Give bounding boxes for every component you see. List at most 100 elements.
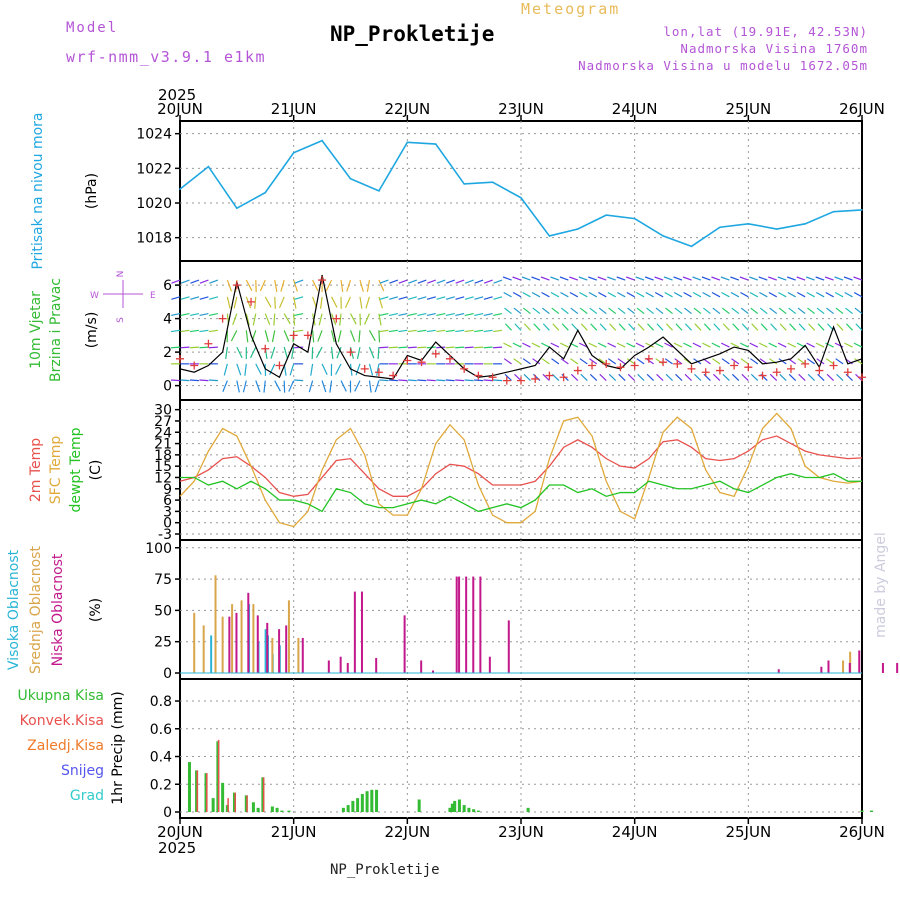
y-tick-label: 0 bbox=[163, 379, 172, 395]
wind-arrow bbox=[759, 291, 768, 298]
wind-arrow bbox=[758, 342, 768, 348]
y-tick-label: 24 bbox=[154, 425, 172, 441]
wind-gust-marker bbox=[758, 371, 767, 380]
wind-arrow bbox=[816, 358, 825, 365]
wind-arrow bbox=[293, 296, 297, 309]
pressure-point bbox=[577, 228, 579, 230]
wind-arrow bbox=[264, 330, 269, 343]
y-tick-label: 0.6 bbox=[150, 722, 172, 738]
credit-label: made by Angel bbox=[873, 532, 889, 638]
wind-arrow bbox=[189, 329, 200, 333]
wind-arrow bbox=[741, 323, 749, 331]
cloud-bar bbox=[214, 575, 217, 673]
wind-arrow bbox=[730, 276, 740, 281]
wind-arrow bbox=[570, 307, 579, 315]
precip-bar bbox=[860, 810, 864, 812]
wind-arrow bbox=[836, 323, 844, 331]
wind-arrow bbox=[647, 323, 655, 331]
cloud-bar bbox=[266, 622, 269, 673]
wind-arrow bbox=[637, 373, 645, 382]
cloud-bar bbox=[210, 635, 213, 673]
wind-arrow bbox=[720, 276, 730, 281]
wind-gust-marker bbox=[559, 373, 568, 382]
wind-arrow bbox=[702, 291, 711, 298]
precip-bar bbox=[217, 739, 220, 812]
wind-gust-marker bbox=[573, 366, 582, 375]
wind-arrow bbox=[180, 329, 190, 333]
cloud-bar bbox=[827, 660, 830, 673]
wind-arrow bbox=[255, 380, 261, 393]
precip-legend-2: Zaledj.Kisa bbox=[27, 738, 104, 754]
wind-arrow bbox=[483, 312, 493, 317]
y-tick-label: 0.8 bbox=[150, 694, 172, 710]
wind-arrow bbox=[226, 279, 233, 292]
wind-arrow bbox=[532, 358, 541, 365]
wind-arrow bbox=[654, 291, 664, 298]
wind-arrow bbox=[628, 323, 636, 331]
wind-arrow bbox=[503, 342, 512, 348]
wind-arrow bbox=[834, 276, 844, 281]
wind-arrow bbox=[769, 373, 778, 382]
wind-arrow bbox=[264, 296, 272, 308]
wind-arrow bbox=[751, 323, 759, 331]
pressure-point bbox=[236, 207, 238, 209]
cloud-bar bbox=[458, 576, 461, 673]
wind-arrow bbox=[779, 323, 787, 331]
wind-arrow bbox=[702, 307, 711, 315]
wind-arrow bbox=[512, 342, 522, 348]
wind-arrow bbox=[294, 279, 304, 284]
wind-arrow bbox=[636, 358, 645, 365]
wind-gust-marker bbox=[332, 314, 341, 323]
y-tick-label: 0 bbox=[163, 666, 172, 682]
cloud-bar bbox=[346, 662, 349, 673]
cloud-bar bbox=[777, 669, 780, 673]
cloud-bar bbox=[287, 600, 290, 673]
wind-arrow bbox=[796, 276, 806, 281]
wind-arrow bbox=[493, 312, 503, 317]
wind-arrow bbox=[598, 307, 607, 315]
wind-arrow bbox=[199, 379, 209, 382]
wind-arrow bbox=[523, 323, 531, 331]
cloud-bar bbox=[472, 576, 475, 673]
wind-arrow bbox=[523, 307, 531, 315]
wind-arrow bbox=[540, 276, 550, 281]
wind-arrow bbox=[388, 346, 398, 349]
pressure-point bbox=[633, 217, 636, 220]
wind-arrow bbox=[721, 291, 730, 298]
pressure-point bbox=[349, 177, 352, 180]
wind-arrow bbox=[788, 307, 797, 315]
wind-arrow bbox=[312, 330, 315, 343]
wind-arrow bbox=[283, 313, 291, 325]
wind-arrow bbox=[483, 296, 493, 300]
wind-arrow bbox=[817, 323, 825, 331]
pressure-point bbox=[804, 223, 806, 225]
wind-arrow bbox=[560, 307, 569, 315]
wind-gust-marker bbox=[360, 364, 369, 373]
wind-gust-marker bbox=[488, 373, 497, 382]
panel-frame-4 bbox=[179, 678, 863, 819]
wind-gust-marker bbox=[190, 361, 199, 370]
wind-arrow bbox=[503, 358, 512, 365]
y-tick-label: 4 bbox=[163, 312, 172, 328]
wind-arrow bbox=[711, 291, 721, 298]
wind-arrow bbox=[474, 346, 484, 349]
wind-arrow bbox=[673, 276, 683, 281]
wind-arrow bbox=[599, 323, 607, 331]
wind-arrow bbox=[502, 276, 512, 281]
wind-arrow bbox=[551, 373, 560, 382]
wind-gust-marker bbox=[701, 368, 710, 377]
wind-arrow bbox=[308, 380, 314, 393]
pressure-point bbox=[520, 197, 522, 199]
y-tick-label: 6 bbox=[163, 493, 172, 509]
wind-arrow bbox=[730, 291, 740, 298]
wind-arrow bbox=[339, 313, 342, 326]
wind-arrow bbox=[356, 346, 361, 359]
wind-arrow bbox=[580, 323, 588, 331]
wind-arrow bbox=[426, 312, 436, 317]
wind-arrow bbox=[289, 363, 295, 376]
wind-arrow bbox=[655, 307, 664, 315]
wind-arrow bbox=[569, 291, 579, 298]
cloud-bar bbox=[193, 612, 196, 673]
pressure-point bbox=[832, 210, 835, 213]
